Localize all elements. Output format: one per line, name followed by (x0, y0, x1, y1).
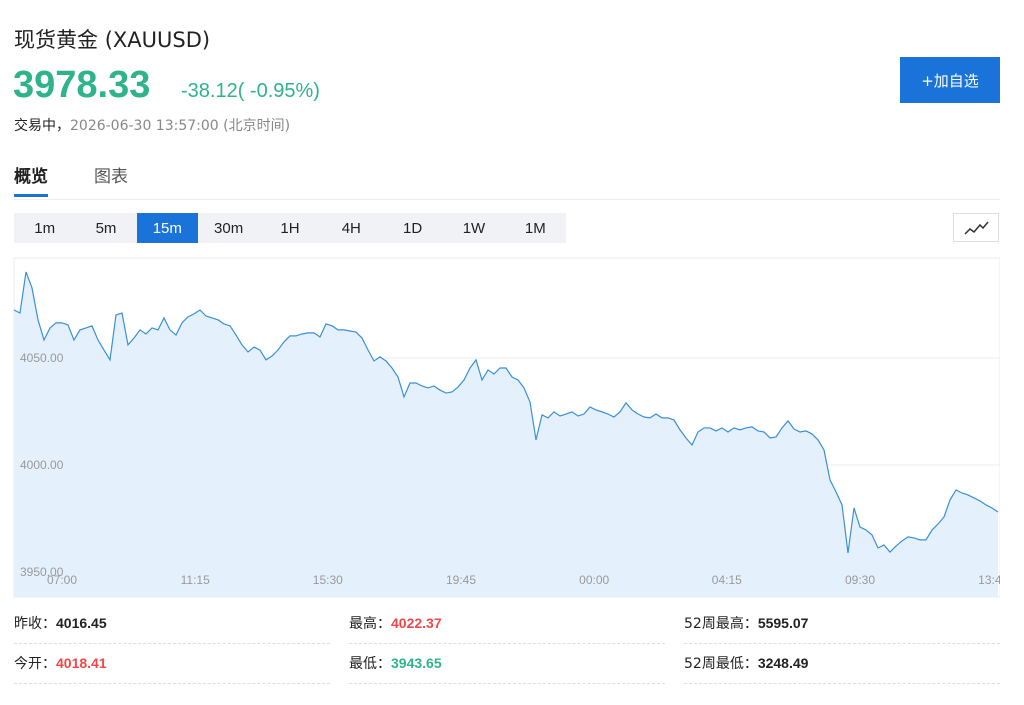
area-fill (14, 271, 998, 597)
stat-label: 最低： (349, 656, 391, 672)
y-tick-label: 3950.00 (20, 565, 64, 579)
add-watchlist-button[interactable]: +加自选 (900, 57, 1000, 103)
line-icon (964, 221, 989, 235)
chart: 3950.00 4000.00 4050.00 07:00 11:15 15:30 19:4… (13, 257, 1000, 598)
stat-label: 最高： (349, 616, 391, 632)
stat-value: 4016.45 (56, 615, 107, 631)
y-tick-label: 4050.00 (20, 351, 64, 365)
interval-button[interactable]: 1m (34, 219, 56, 237)
stat-value: 4018.41 (56, 655, 107, 671)
price-line (13, 271, 999, 553)
stat: 最高： 4022.37 (349, 603, 665, 644)
stat-label: 昨收： (14, 616, 56, 632)
interval-bar: 1m 5m 15m 30m 1H 4H 1D 1W 1M (14, 213, 566, 243)
tabs: 概览 图表 (14, 162, 128, 197)
stat-label: 52周最高： (684, 616, 758, 632)
interval-button[interactable]: 1W (462, 219, 486, 237)
stat: 52周最低： 3248.49 (684, 643, 1000, 684)
name: 现货黄金 (14, 28, 98, 52)
change: -38.12( -0.95%) (181, 80, 320, 103)
stat: 今开： 4018.41 (14, 643, 330, 684)
trade-status: 交易中， (14, 118, 70, 134)
interval-button[interactable]: 30m (214, 219, 244, 237)
change-pct: ( -0.95%) (237, 80, 320, 102)
x-tick-label: 11:15 (181, 573, 210, 587)
stat-label: 52周最低： (684, 656, 758, 672)
stat-value: 5595.07 (757, 615, 809, 631)
stat-value: 3248.49 (757, 655, 809, 671)
status: 交易中，2026-06-30 13:57:00 (北京时间) (14, 115, 290, 135)
interval-button[interactable]: 1H (280, 219, 300, 237)
instrument-name: 现货黄金 (XAUUSD) (14, 24, 210, 54)
interval-button[interactable]: 4H (341, 219, 361, 237)
stat: 52周最高： 5595.07 (684, 603, 1000, 644)
tab[interactable]: 图表 (94, 167, 128, 187)
x-tick-label: 15:30 (313, 573, 343, 587)
price: 3978.33 (13, 64, 151, 106)
interval-button[interactable]: 1D (403, 219, 423, 237)
x-tick-label: 00:00 (579, 573, 609, 587)
y-tick-label: 4000.00 (20, 458, 64, 472)
x-tick-label: 13:45 (978, 573, 1000, 587)
stat: 昨收： 4016.45 (14, 603, 330, 644)
interval-button[interactable]: 15m (136, 213, 198, 243)
tab[interactable]: 概览 (14, 162, 48, 197)
interval-button[interactable]: 5m (95, 219, 117, 237)
time: 2026-06-30 13:57:00 (北京时间) (70, 118, 291, 134)
stat-label: 今开： (14, 656, 56, 672)
x-tick-label: 04:15 (712, 573, 742, 587)
stat-value: 4022.37 (391, 615, 442, 631)
x-tick-label: 19:45 (446, 573, 476, 587)
x-tick-label: 09:30 (845, 573, 875, 587)
stat: 最低： 3943.65 (349, 643, 665, 684)
divider (14, 199, 1000, 200)
x-tick-label: 07:00 (47, 573, 77, 587)
stat-value: 3943.65 (391, 655, 442, 671)
chart-type-button[interactable] (953, 213, 999, 242)
change-value: -38.12 (181, 80, 238, 102)
code: (XAUUSD) (104, 28, 211, 52)
interval-button[interactable]: 1M (524, 219, 546, 237)
